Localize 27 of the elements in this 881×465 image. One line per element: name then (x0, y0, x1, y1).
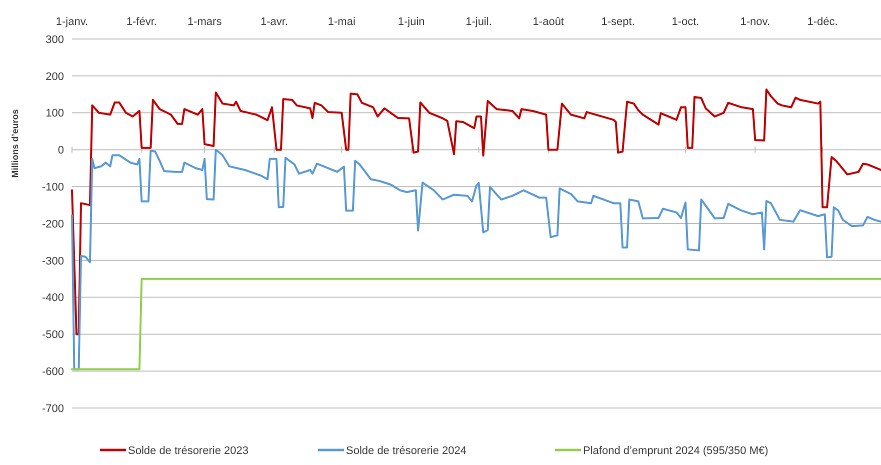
legend-label: Solde de trésorerie 2023 (128, 445, 248, 457)
x-tick-label: 1-avr. (260, 16, 288, 28)
legend-label: Plafond d’emprunt 2024 (595/350 M€) (583, 445, 768, 457)
y-tick-label: 200 (46, 70, 64, 83)
x-tick-label: 1-nov. (740, 16, 770, 28)
y-tick-label: 100 (46, 108, 64, 120)
x-tick-label: 1-oct. (672, 16, 700, 28)
x-tick-label: 1-août (532, 16, 564, 28)
x-tick-label: 1-juil. (466, 16, 492, 28)
x-tick-label: 1-mai (328, 16, 356, 28)
x-tick-label: 1-déc. (807, 16, 838, 28)
y-tick-label: -300 (42, 255, 64, 268)
x-tick-label: 1-mars (187, 16, 222, 28)
x-tick-label: 1-févr. (126, 16, 157, 28)
y-tick-label: -600 (42, 366, 64, 378)
y-axis-title: Millions d’euros (10, 109, 20, 178)
x-tick-label: 1-sept. (601, 16, 635, 28)
y-tick-label: -100 (42, 181, 64, 194)
x-tick-label: 1-janv. (56, 16, 88, 28)
y-tick-label: 300 (46, 34, 64, 46)
y-tick-label: -400 (42, 292, 64, 304)
y-tick-label: -500 (42, 329, 64, 342)
legend-label: Solde de trésorerie 2024 (346, 445, 466, 457)
y-tick-label: -200 (42, 218, 64, 230)
x-tick-label: 1-juin (398, 16, 425, 28)
y-tick-label: -700 (42, 402, 64, 415)
y-tick-label: 0 (58, 144, 64, 157)
